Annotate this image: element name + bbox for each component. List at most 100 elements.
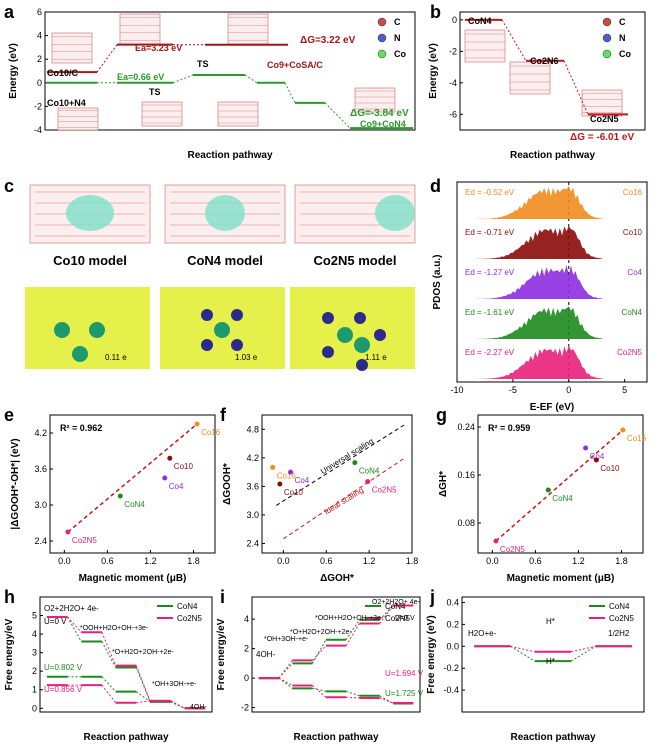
panel-c: c Co10 model 0.11 e CoN4 model 1.03 e Co2N5 m… xyxy=(4,176,416,371)
energy-connector xyxy=(379,697,394,704)
point-label: Co10 xyxy=(284,488,304,497)
panel-b: b 0 -2 -4 -6 Energy (eV) Reaction pathway CoN4 C… xyxy=(428,2,646,161)
n-atom xyxy=(356,359,368,371)
energy-connector xyxy=(379,605,394,621)
model-label: CoN4 model xyxy=(187,253,263,268)
axes-frame xyxy=(459,11,646,131)
potential-label: U=1.694 V xyxy=(385,669,424,678)
x-axis-label: ΔGOH* xyxy=(320,573,354,584)
charge-density xyxy=(205,195,245,231)
legend-marker xyxy=(377,17,387,27)
n-atom xyxy=(231,339,243,351)
lattice-thumbnail xyxy=(141,101,183,127)
point-label: CoN4 xyxy=(552,494,573,503)
energy-connector xyxy=(501,19,527,62)
step-label: 4OH- xyxy=(256,650,275,659)
co-atom xyxy=(89,322,105,338)
y-tick-label: 4.2 xyxy=(34,428,47,438)
axes-frame xyxy=(477,414,644,554)
step-label: 1/2H2 xyxy=(608,629,630,638)
panel-g: g ΔGH* Magnetic moment (μB) 0.0 0.6 1.2 1.8 0.0… xyxy=(436,405,647,584)
y-tick-label: -4 xyxy=(34,125,42,135)
data-point xyxy=(167,455,173,461)
point-label: Co2N5 xyxy=(500,545,525,554)
energy-connector xyxy=(172,74,194,84)
axes-frame xyxy=(251,596,421,713)
panel-letter: g xyxy=(436,405,447,425)
y-tick-label: -2 xyxy=(449,46,457,56)
panel-letter: j xyxy=(429,587,435,607)
x-tick-label: 0.6 xyxy=(529,556,542,566)
y-tick-label: 2 xyxy=(244,644,249,654)
series-label: CoN4 xyxy=(622,308,643,317)
lattice-thumbnail xyxy=(227,13,269,45)
x-axis-label: Reaction pathway xyxy=(293,732,378,743)
y-axis-label: PDOS (a.u.) xyxy=(432,254,443,309)
data-point xyxy=(162,475,168,481)
x-axis-label: Reaction pathway xyxy=(510,732,595,743)
y-tick-label: 2 xyxy=(37,54,42,64)
charge-density xyxy=(375,195,415,231)
state-label: Co2N6 xyxy=(530,56,559,66)
data-point xyxy=(593,457,599,463)
step-label: *OH+3OH-+e- xyxy=(152,681,197,688)
pdos-series xyxy=(462,345,603,379)
legend-marker xyxy=(377,49,387,59)
x-tick-label: 1.2 xyxy=(144,556,157,566)
step-label: U=0 V xyxy=(395,615,415,622)
energy-connector xyxy=(570,645,596,662)
energy-connector xyxy=(101,641,117,668)
step-label: O2+2H2O+ 4e- xyxy=(372,599,421,606)
energy-connector xyxy=(278,663,293,679)
panel-letter: i xyxy=(220,587,225,607)
y-tick-label: 2 xyxy=(32,666,37,676)
ts-label: TS xyxy=(149,87,161,97)
step-label: H* xyxy=(546,657,555,666)
y-tick-label: -2 xyxy=(34,101,42,111)
panel-e: e |ΔGOOH*-OH*| (eV) Magnetic moment (μB) 0.… xyxy=(4,405,221,584)
energy-connector xyxy=(136,691,151,703)
x-tick-label: 0 xyxy=(566,385,571,395)
charge-density xyxy=(66,195,114,231)
data-point xyxy=(65,529,71,535)
panel-letter: c xyxy=(4,176,14,196)
y-tick-label: 0.16 xyxy=(457,470,475,480)
energy-connector xyxy=(346,696,360,699)
ts-label: TS xyxy=(197,59,209,69)
fit-line xyxy=(495,429,624,542)
energy-connector xyxy=(278,677,293,689)
point-label: Co2N5 xyxy=(72,536,97,545)
series-label: Co4 xyxy=(627,268,642,277)
step-label: *OH+3OH-+e- xyxy=(264,636,309,643)
x-tick-label: 0.0 xyxy=(486,556,499,566)
n-atom xyxy=(374,329,386,341)
x-tick-label: 0.0 xyxy=(277,556,290,566)
step-label: O2+2H2O+ 4e- xyxy=(44,604,99,613)
panel-letter: b xyxy=(430,2,441,22)
energy-connector xyxy=(345,690,360,697)
barrier-label: Ea=0.66 eV xyxy=(117,72,164,82)
x-tick-label: -10 xyxy=(450,385,463,395)
panel-letter: d xyxy=(430,176,441,196)
pdos-series xyxy=(462,306,603,339)
data-point xyxy=(545,487,551,493)
y-tick-label: 2.4 xyxy=(34,536,47,546)
panel-h: h Free energy/eV Reaction pathway 0 1 2 3 4 5 CoN… xyxy=(4,587,213,743)
legend-label: C xyxy=(619,17,626,27)
x-axis-label: Magnetic moment (μB) xyxy=(507,573,615,584)
x-tick-label: 1.8 xyxy=(187,556,200,566)
pdos-series xyxy=(462,226,603,259)
y-tick-label: 0 xyxy=(452,15,457,25)
point-label: Co16 xyxy=(201,428,221,437)
legend-marker xyxy=(602,17,612,27)
potential-label: U=0.802 V xyxy=(44,663,83,672)
y-tick-label: 5 xyxy=(32,611,37,621)
co-atom xyxy=(337,327,353,343)
energy-connector xyxy=(571,645,596,653)
y-tick-label: 3.0 xyxy=(34,500,47,510)
state-label: Co10/C xyxy=(47,68,79,78)
data-point xyxy=(117,493,123,499)
ideal-scaling-line xyxy=(283,457,406,540)
x-tick-label: 1.2 xyxy=(363,556,376,566)
data-point xyxy=(352,460,358,466)
